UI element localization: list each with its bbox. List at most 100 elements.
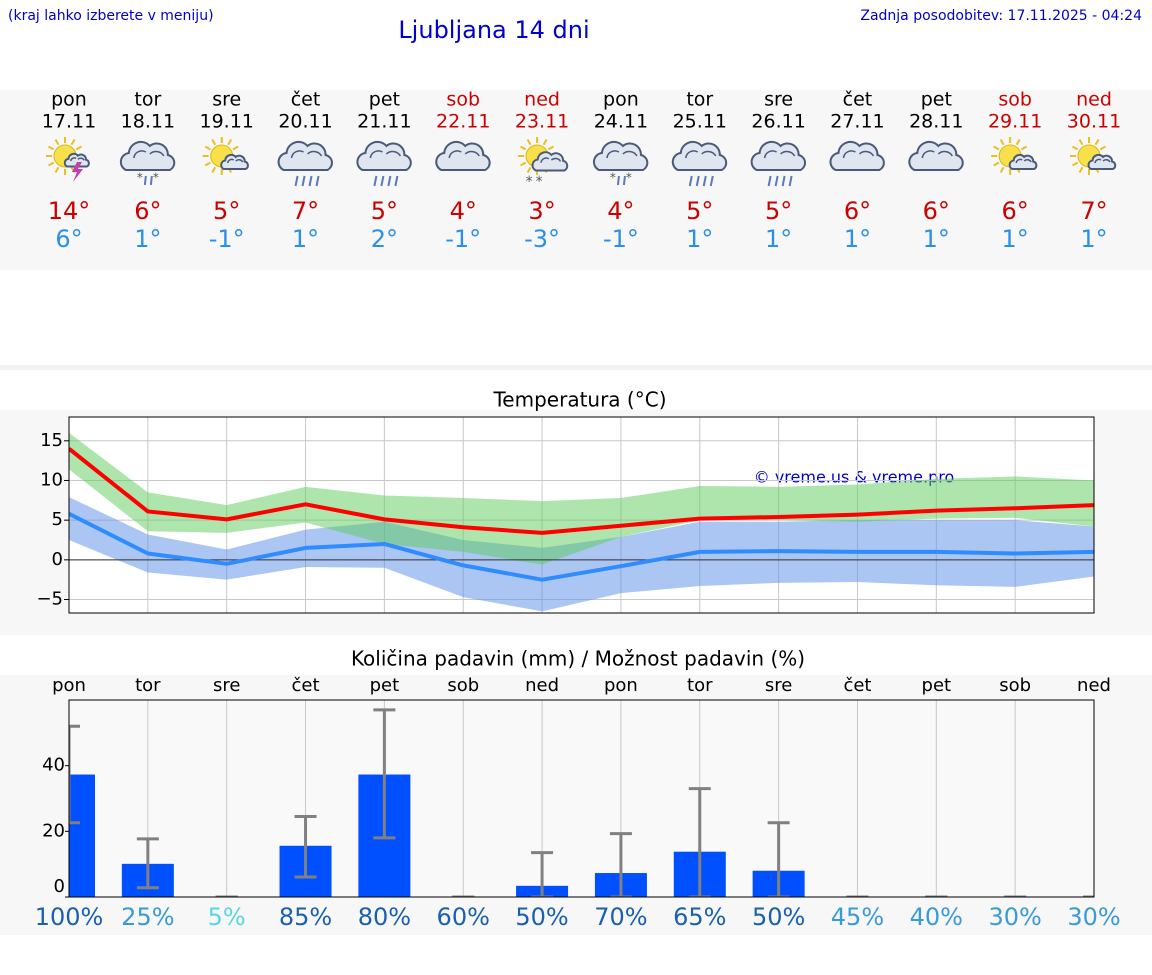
temperature-line — [69, 512, 1094, 582]
day-date: 20.11 — [278, 111, 332, 133]
last-update: Zadnja posodobitev: 17.11.2025 - 04:24 — [860, 8, 1142, 24]
y-tick-label: 10 — [40, 469, 63, 490]
low-temp: 6° — [55, 225, 82, 253]
rain-drop — [143, 175, 147, 186]
high-temp: 6° — [134, 197, 161, 225]
rain-drop — [709, 175, 714, 187]
high-temp: 6° — [844, 197, 871, 225]
error-bar — [767, 821, 790, 897]
cloud-shade — [448, 150, 480, 159]
cloud — [829, 140, 885, 171]
x-tick-label: sob — [447, 675, 479, 696]
menu-note: (kraj lahko izberete v meniju) — [8, 8, 214, 24]
high-temp: 3° — [528, 197, 555, 225]
low-temp: -1° — [445, 225, 481, 253]
rain-drop — [308, 175, 313, 187]
error-bar — [294, 815, 317, 879]
range-band — [69, 432, 1094, 565]
weather-icon — [829, 140, 885, 171]
snow-flake: * — [526, 174, 533, 190]
error-bar — [688, 787, 711, 897]
separator — [0, 365, 1152, 370]
sun-ray — [75, 145, 82, 151]
rain-drop — [767, 175, 772, 187]
sun-ray — [526, 166, 532, 173]
sun-ray — [204, 161, 211, 167]
x-tick-label: čet — [292, 675, 320, 696]
probability-label: 5% — [208, 903, 246, 931]
sun-ray — [993, 161, 1000, 167]
weather-icon: * * — [119, 140, 176, 186]
probability-label: 85% — [279, 903, 332, 931]
low-temp: 1° — [923, 225, 950, 253]
day-name: čet — [843, 89, 873, 111]
lightning — [72, 162, 83, 182]
forecast-background — [0, 90, 1152, 270]
snow-flake: * — [536, 174, 543, 190]
day-name: pet — [369, 89, 400, 111]
rain-drop — [622, 175, 626, 186]
sun-ray — [993, 145, 1000, 151]
probability-label: 50% — [515, 903, 568, 931]
sun-ray — [520, 145, 527, 151]
high-temp: 5° — [765, 197, 792, 225]
sun-ray — [526, 139, 532, 146]
sun-ray — [204, 145, 211, 151]
probability-label: 65% — [673, 903, 726, 931]
cloud — [908, 140, 964, 171]
y-tick-label: −5 — [36, 589, 63, 610]
low-temp: 1° — [1002, 225, 1029, 253]
sun-ray — [999, 166, 1005, 173]
temperature-plot — [69, 417, 1094, 613]
rain-drop — [688, 175, 693, 187]
probability-label: 40% — [910, 903, 963, 931]
cloud-shade — [606, 150, 638, 159]
sun-ray — [54, 166, 60, 173]
y-tick-label: 40 — [42, 755, 65, 776]
day-date: 25.11 — [673, 111, 727, 133]
high-temp: 4° — [450, 197, 477, 225]
sun-ray — [227, 139, 233, 146]
rain-drop — [781, 175, 786, 187]
low-temp: 1° — [134, 225, 161, 253]
high-temp: 5° — [213, 197, 240, 225]
snow-flake: * — [153, 171, 159, 185]
chart-title: Temperatura (°C) — [492, 388, 666, 412]
probability-label: 30% — [1067, 903, 1120, 931]
weather-icon — [277, 140, 333, 187]
rain-drop — [373, 175, 378, 187]
day-date: 17.11 — [42, 111, 96, 133]
sun-ray — [542, 139, 548, 146]
cloud-shade — [1094, 158, 1111, 164]
weather-icon — [202, 137, 249, 175]
error-bar — [136, 837, 159, 890]
day-name: čet — [291, 89, 321, 111]
cloud — [63, 152, 90, 168]
cloud — [592, 140, 649, 171]
error-bar — [373, 708, 396, 840]
rain-drop — [301, 175, 306, 187]
weather-icon — [435, 140, 491, 171]
high-temp: 7° — [292, 197, 319, 225]
rain-drop — [774, 175, 779, 187]
weather-icon — [908, 140, 964, 171]
y-tick-label: 20 — [42, 820, 65, 841]
sun-ray — [211, 166, 217, 173]
sun-ray — [1094, 139, 1100, 146]
cloud — [220, 154, 249, 170]
day-date: 23.11 — [515, 111, 569, 133]
cloud-shade — [290, 150, 323, 159]
x-tick-label: ned — [525, 675, 559, 696]
cloud-shade — [1015, 158, 1032, 164]
low-temp: 2° — [371, 225, 398, 253]
sun-ray — [999, 139, 1005, 146]
x-tick-label: sob — [999, 675, 1031, 696]
y-tick-label: 0 — [54, 876, 65, 897]
cloud-shade — [226, 158, 244, 164]
day-date: 30.11 — [1067, 111, 1121, 133]
sun-ray — [48, 161, 55, 167]
cloud — [750, 140, 807, 171]
error-bar — [69, 724, 80, 825]
